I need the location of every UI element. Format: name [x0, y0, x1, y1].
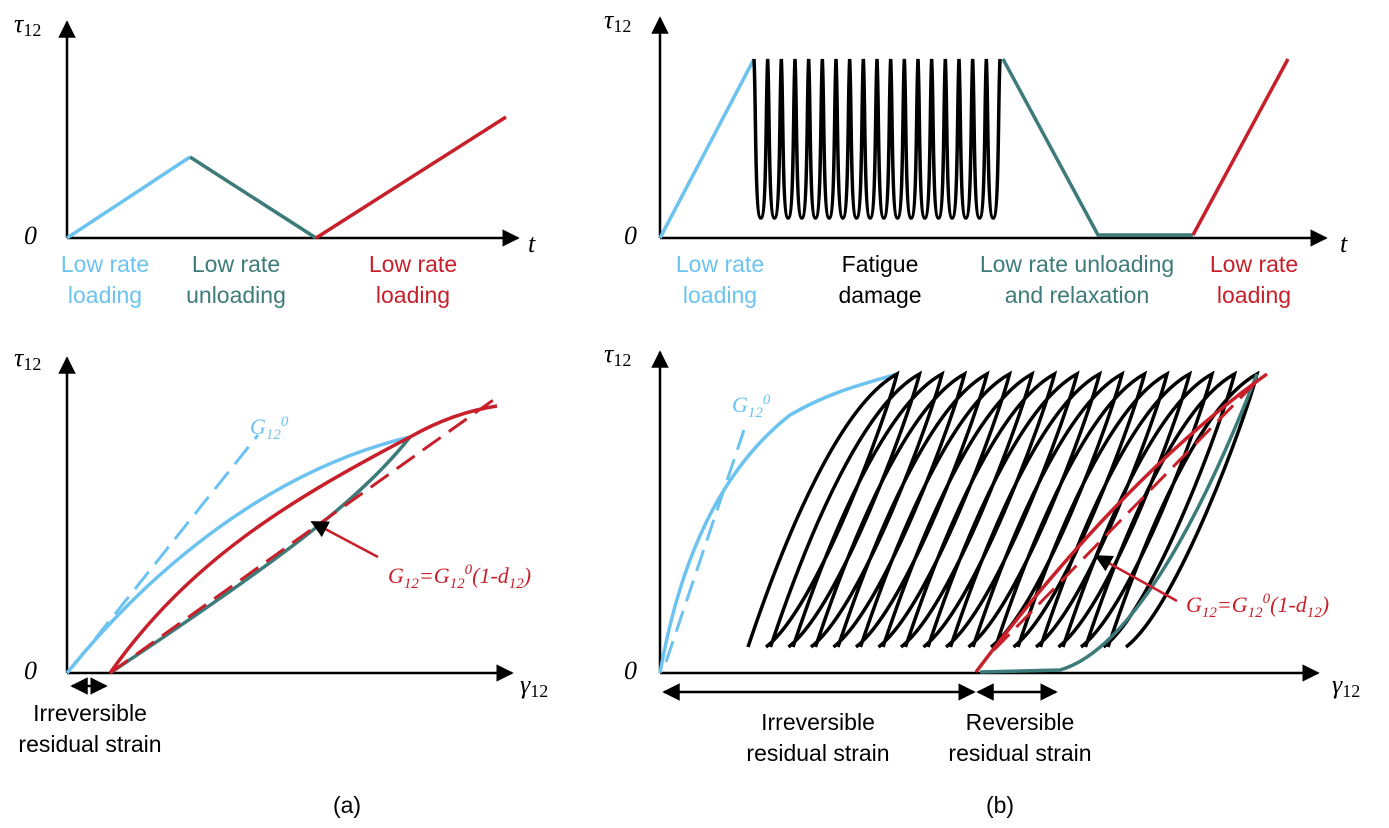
annotation-arrow	[312, 522, 378, 557]
tau-axis-label: τ12	[604, 339, 631, 370]
strain-label: residual strain	[746, 740, 889, 766]
unloading-relaxation-segment	[1003, 59, 1193, 235]
phase-label: unloading	[186, 282, 286, 308]
phase-label: Fatigue	[842, 251, 919, 277]
zero-label: 0	[624, 656, 637, 685]
phase-label: loading	[683, 282, 757, 308]
phase-label: Low rate unloading	[980, 251, 1174, 277]
phase-label: Low rate	[61, 251, 149, 277]
tau-axis-label: τ12	[14, 343, 41, 374]
loading-curve	[67, 437, 410, 673]
g0-label: G120	[732, 392, 771, 421]
phase-label: Low rate	[1210, 251, 1298, 277]
panel-a-time-history: τ12 0 t Low rate loading Low rate unload…	[14, 9, 536, 308]
unloading-curve	[110, 437, 410, 673]
loading-segment	[660, 59, 754, 238]
panel-a-stress-strain: τ12 0 γ12 G120 G12=G120(1-d12) Irreversi…	[14, 343, 548, 818]
loading-segment	[67, 157, 190, 238]
damaged-modulus-line	[110, 398, 496, 673]
gamma-axis-label: γ12	[520, 670, 548, 701]
t-axis-label: t	[528, 229, 536, 258]
fatigue-cycles	[754, 59, 1000, 218]
t-axis-label: t	[1340, 229, 1348, 258]
reloading-segment	[1193, 59, 1288, 235]
phase-label: damage	[838, 282, 921, 308]
phase-label: loading	[376, 282, 450, 308]
zero-label: 0	[24, 221, 37, 250]
phase-label: loading	[1217, 282, 1291, 308]
damaged-modulus-label: G12=G120(1-d12)	[388, 562, 531, 592]
unloading-segment	[190, 157, 316, 238]
strain-label: Irreversible	[761, 709, 875, 735]
phase-label: and relaxation	[1005, 282, 1150, 308]
strain-label: Irreversible	[33, 700, 147, 726]
phase-label: loading	[68, 282, 142, 308]
strain-label: Reversible	[966, 709, 1075, 735]
panel-b-time-history: τ12 0 t Low rate loading Fatigue damage …	[604, 5, 1348, 308]
zero-label: 0	[24, 656, 37, 685]
strain-label: residual strain	[948, 740, 1091, 766]
zero-label: 0	[624, 221, 637, 250]
panel-caption: (b)	[986, 792, 1014, 818]
g0-label: G120	[250, 414, 289, 443]
strain-label: residual strain	[18, 731, 161, 757]
reloading-segment	[316, 117, 506, 238]
phase-label: Low rate	[676, 251, 764, 277]
panel-caption: (a)	[333, 792, 361, 818]
gamma-axis-label: γ12	[1332, 670, 1360, 701]
phase-label: Low rate	[192, 251, 280, 277]
panel-b-stress-strain: τ12 0 γ12 G120 G12=G120(1-d12) Irreversi…	[604, 339, 1360, 818]
phase-label: Low rate	[369, 251, 457, 277]
hysteresis-loops	[748, 374, 1257, 647]
damaged-modulus-label: G12=G120(1-d12)	[1186, 591, 1329, 621]
tau-axis-label: τ12	[604, 5, 631, 36]
tau-axis-label: τ12	[14, 9, 41, 40]
initial-modulus-line	[666, 430, 744, 662]
